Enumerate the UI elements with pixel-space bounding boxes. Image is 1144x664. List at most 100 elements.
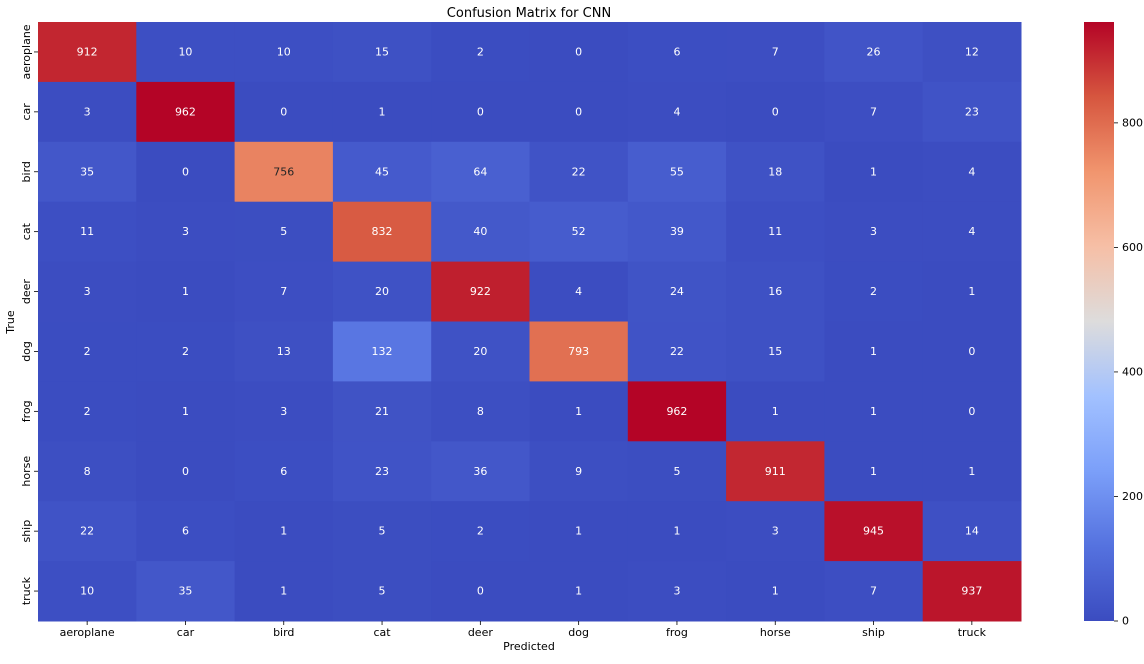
y-axis-ticks: aeroplane car bird cat deer dog frog horse ship t… <box>20 24 38 605</box>
colorbar-ticks: 0 200 400 600 800 <box>1114 116 1143 628</box>
cell-value-label: 52 <box>572 225 586 238</box>
cell-value-label: 1 <box>870 345 877 358</box>
cell-value-label: 23 <box>375 465 389 478</box>
cell-value-label: 1 <box>182 285 189 298</box>
heatmap-cell <box>38 201 137 263</box>
heatmap-cell <box>136 261 236 322</box>
heatmap-cell <box>234 561 334 622</box>
cell-value-label: 8 <box>477 405 484 418</box>
heatmap-cell <box>529 441 629 502</box>
heatmap-cell <box>529 321 629 382</box>
heatmap-cell <box>922 381 1022 442</box>
heatmap-cells <box>38 22 1022 622</box>
cell-value-label: 11 <box>768 225 782 238</box>
heatmap-cell <box>824 141 924 203</box>
cell-value-label: 16 <box>768 285 782 298</box>
cell-value-label: 15 <box>768 345 782 358</box>
heatmap-cell <box>824 321 924 382</box>
cell-value-label: 0 <box>182 465 189 478</box>
cell-value-label: 20 <box>375 285 389 298</box>
cell-value-label: 1 <box>379 105 386 118</box>
heatmap-cell <box>332 441 432 502</box>
heatmap-cell <box>136 201 236 263</box>
cell-value-label: 3 <box>772 525 779 538</box>
cell-value-label: 937 <box>961 585 982 598</box>
cell-value-label: 2 <box>182 345 189 358</box>
heatmap-cell <box>431 381 530 442</box>
cell-value-label: 5 <box>280 225 287 238</box>
cell-value-label: 1 <box>772 585 779 598</box>
cell-value-label: 0 <box>477 105 484 118</box>
heatmap-cell <box>38 141 137 203</box>
cell-value-label: 1 <box>870 405 877 418</box>
heatmap-cell <box>824 261 924 322</box>
colorbar-tick-label: 200 <box>1122 490 1143 503</box>
cell-value-label: 7 <box>870 105 877 118</box>
cell-value-label: 7 <box>772 45 779 58</box>
heatmap-cell <box>922 22 1022 83</box>
cell-value-label: 0 <box>575 105 582 118</box>
heatmap-cell <box>332 381 432 442</box>
heatmap-cell <box>234 381 334 442</box>
heatmap-cell <box>431 81 530 143</box>
cell-value-label: 11 <box>80 225 94 238</box>
heatmap-cell <box>332 201 432 263</box>
heatmap-cell <box>431 321 530 382</box>
heatmap-cell <box>38 22 137 83</box>
cell-value-label: 1 <box>280 585 287 598</box>
heatmap-cell <box>627 501 727 562</box>
cell-value-label: 5 <box>379 525 386 538</box>
cell-value-label: 2 <box>477 525 484 538</box>
cell-value-label: 1 <box>968 285 975 298</box>
heatmap-cell <box>38 81 137 143</box>
heatmap-cell <box>234 501 334 562</box>
heatmap-cell <box>431 561 530 622</box>
y-tick-label: frog <box>20 400 33 422</box>
cell-value-label: 1 <box>280 525 287 538</box>
heatmap-cell <box>627 141 727 203</box>
heatmap-cell <box>332 141 432 203</box>
cell-value-label: 1 <box>968 465 975 478</box>
cell-value-label: 4 <box>968 225 975 238</box>
x-tick-label: dog <box>568 626 589 639</box>
cell-value-label: 10 <box>277 45 291 58</box>
cell-value-label: 2 <box>870 285 877 298</box>
heatmap-cell <box>332 261 432 322</box>
heatmap-cell <box>234 321 334 382</box>
heatmap-cell <box>922 201 1022 263</box>
heatmap-cell <box>38 501 137 562</box>
y-tick-label: ship <box>20 520 33 543</box>
cell-value-label: 23 <box>965 105 979 118</box>
cell-value-label: 922 <box>470 285 491 298</box>
y-tick-label: truck <box>20 576 33 605</box>
heatmap-cell <box>726 261 825 322</box>
heatmap-cell <box>922 561 1022 622</box>
cell-value-label: 2 <box>477 45 484 58</box>
cell-value-label: 832 <box>372 225 393 238</box>
colorbar-tick-label: 800 <box>1122 116 1143 129</box>
heatmap-cell <box>529 261 629 322</box>
heatmap-cell <box>38 261 137 322</box>
cell-value-label: 39 <box>670 225 684 238</box>
heatmap-cell <box>38 441 137 502</box>
heatmap-cell <box>332 501 432 562</box>
cell-value-label: 1 <box>182 405 189 418</box>
heatmap-cell <box>824 501 924 562</box>
heatmap-cell <box>726 321 825 382</box>
heatmap-cell <box>431 141 530 203</box>
heatmap-cell <box>922 501 1022 562</box>
heatmap-cell <box>136 81 236 143</box>
cell-value-label: 962 <box>175 105 196 118</box>
colorbar-tick-label: 400 <box>1122 365 1143 378</box>
heatmap-cell <box>332 561 432 622</box>
cell-value-label: 55 <box>670 165 684 178</box>
heatmap-cell <box>431 501 530 562</box>
heatmap-cell <box>529 501 629 562</box>
heatmap-cell <box>627 561 727 622</box>
heatmap-cell <box>922 81 1022 143</box>
heatmap-cell <box>726 201 825 263</box>
heatmap-cell <box>431 201 530 263</box>
heatmap-cell <box>332 22 432 83</box>
cell-value-label: 1 <box>575 585 582 598</box>
